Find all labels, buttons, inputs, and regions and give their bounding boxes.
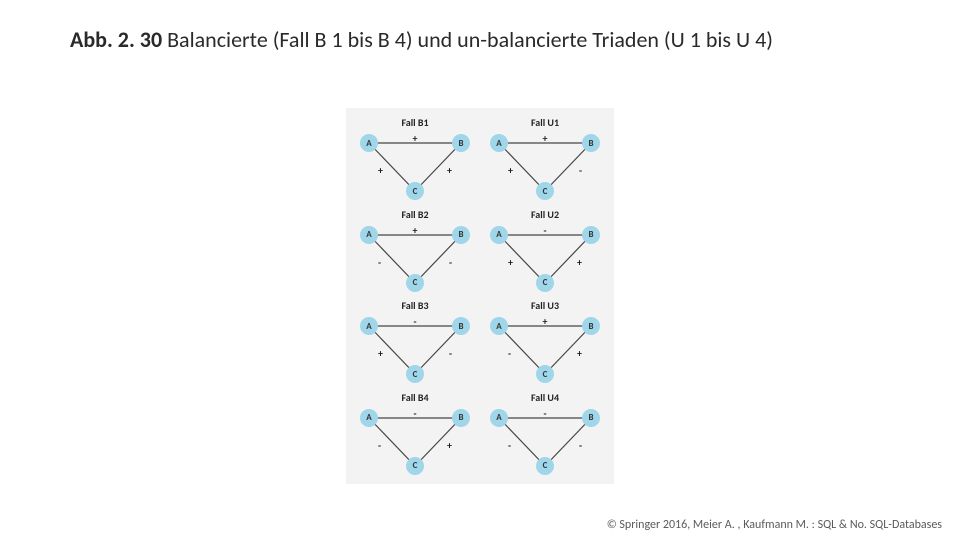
node-c: C bbox=[536, 274, 554, 292]
edge-label-bc: + bbox=[577, 256, 582, 269]
edge-label-ac: - bbox=[378, 256, 381, 269]
cell-title: Fall U1 bbox=[484, 116, 606, 129]
copyright-credit: © Springer 2016, Meier A. , Kaufmann M. … bbox=[607, 518, 942, 532]
caption-text: Balancierte (Fall B 1 bis B 4) und un-ba… bbox=[162, 26, 773, 53]
cell-title: Fall B2 bbox=[354, 208, 476, 221]
triangle-diagram: A B C - + - bbox=[354, 313, 476, 383]
edge-label-bc: - bbox=[449, 256, 452, 269]
triad-cell-u1: Fall U1 A B C + + - bbox=[484, 116, 606, 204]
slide-page: Abb. 2. 30 Balancierte (Fall B 1 bis B 4… bbox=[0, 0, 960, 540]
edge-label-ab: + bbox=[543, 132, 548, 145]
triad-cell-u3: Fall U3 A B C + - + bbox=[484, 299, 606, 387]
triangle-diagram: A B C + - + bbox=[484, 313, 606, 383]
node-a: A bbox=[490, 409, 508, 427]
cell-title: Fall B4 bbox=[354, 391, 476, 404]
node-a: A bbox=[360, 317, 378, 335]
triangle-diagram: A B C + + - bbox=[484, 130, 606, 200]
node-b: B bbox=[582, 134, 600, 152]
node-a: A bbox=[490, 226, 508, 244]
triangle-diagram: A B C - + + bbox=[484, 222, 606, 292]
triangle-diagram: A B C - - + bbox=[354, 405, 476, 475]
edge-label-ab: + bbox=[413, 132, 418, 145]
triad-cell-b1: Fall B1 A B C + + + bbox=[354, 116, 476, 204]
node-a: A bbox=[360, 409, 378, 427]
node-c: C bbox=[536, 182, 554, 200]
edge-label-ac: + bbox=[508, 256, 513, 269]
triad-cell-u2: Fall U2 A B C - + + bbox=[484, 208, 606, 296]
edge-label-ab: - bbox=[413, 407, 416, 420]
edge-label-ab: - bbox=[543, 224, 546, 237]
edge-label-ab: + bbox=[543, 315, 548, 328]
cell-title: Fall B3 bbox=[354, 299, 476, 312]
edge-label-ac: + bbox=[378, 347, 383, 360]
triangle-diagram: A B C - - - bbox=[484, 405, 606, 475]
cell-title: Fall U4 bbox=[484, 391, 606, 404]
edge-label-bc: - bbox=[449, 347, 452, 360]
node-c: C bbox=[406, 365, 424, 383]
edge-label-ab: - bbox=[413, 315, 416, 328]
node-a: A bbox=[490, 134, 508, 152]
edge-label-ac: + bbox=[508, 164, 513, 177]
cell-title: Fall U3 bbox=[484, 299, 606, 312]
edge-label-ab: - bbox=[543, 407, 546, 420]
node-c: C bbox=[536, 457, 554, 475]
edge-label-bc: - bbox=[579, 439, 582, 452]
triad-grid: Fall B1 A B C + + + Fall U1 A B C bbox=[354, 116, 606, 478]
caption-number: Abb. 2. 30 bbox=[70, 26, 162, 53]
edge-label-bc: + bbox=[447, 164, 452, 177]
edge-label-ac: - bbox=[508, 347, 511, 360]
node-a: A bbox=[360, 226, 378, 244]
edge-label-ac: - bbox=[508, 439, 511, 452]
node-b: B bbox=[452, 226, 470, 244]
triangle-diagram: A B C + - - bbox=[354, 222, 476, 292]
triad-cell-b3: Fall B3 A B C - + - bbox=[354, 299, 476, 387]
edge-label-ac: + bbox=[378, 164, 383, 177]
node-b: B bbox=[582, 409, 600, 427]
node-c: C bbox=[406, 182, 424, 200]
edge-label-bc: - bbox=[579, 164, 582, 177]
cell-title: Fall U2 bbox=[484, 208, 606, 221]
triad-figure: Fall B1 A B C + + + Fall U1 A B C bbox=[346, 108, 614, 484]
node-a: A bbox=[360, 134, 378, 152]
figure-caption: Abb. 2. 30 Balancierte (Fall B 1 bis B 4… bbox=[70, 26, 890, 54]
triad-cell-b4: Fall B4 A B C - - + bbox=[354, 391, 476, 479]
node-a: A bbox=[490, 317, 508, 335]
node-b: B bbox=[452, 409, 470, 427]
node-c: C bbox=[406, 457, 424, 475]
node-b: B bbox=[452, 317, 470, 335]
triad-cell-b2: Fall B2 A B C + - - bbox=[354, 208, 476, 296]
edge-label-ac: - bbox=[378, 439, 381, 452]
cell-title: Fall B1 bbox=[354, 116, 476, 129]
node-b: B bbox=[582, 317, 600, 335]
edge-label-bc: + bbox=[447, 439, 452, 452]
node-c: C bbox=[406, 274, 424, 292]
edge-label-bc: + bbox=[577, 347, 582, 360]
node-b: B bbox=[452, 134, 470, 152]
node-b: B bbox=[582, 226, 600, 244]
node-c: C bbox=[536, 365, 554, 383]
triangle-diagram: A B C + + + bbox=[354, 130, 476, 200]
edge-label-ab: + bbox=[413, 224, 418, 237]
triad-cell-u4: Fall U4 A B C - - - bbox=[484, 391, 606, 479]
